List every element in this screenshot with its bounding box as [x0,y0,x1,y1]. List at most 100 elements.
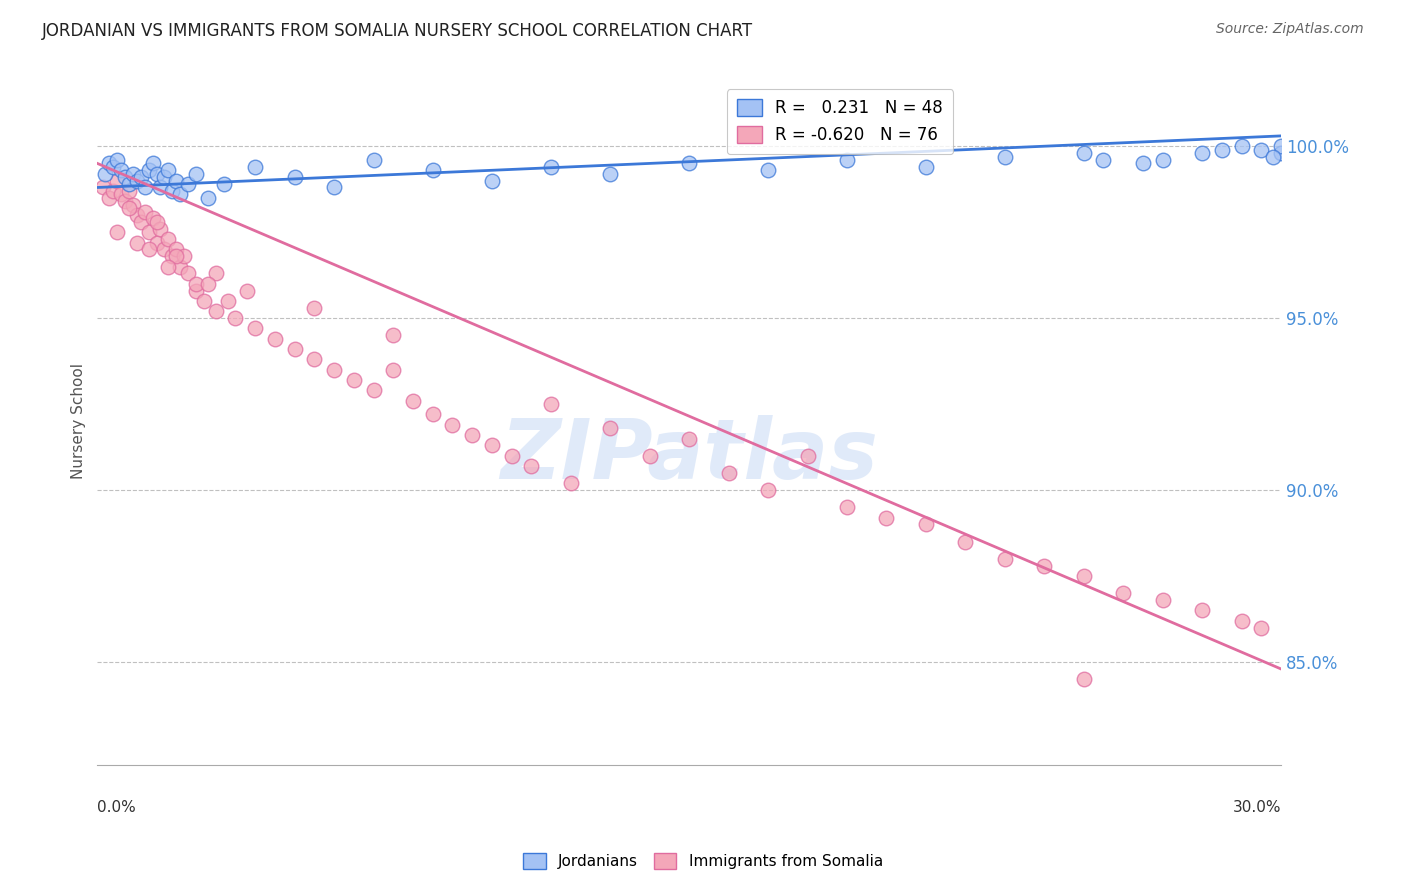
Point [121,197,143,211]
Point [835,153,858,167]
Point [134,180,156,194]
Text: Source: ZipAtlas.com: Source: ZipAtlas.com [1216,22,1364,37]
Point [157,232,180,246]
Point [204,304,226,318]
Point [540,397,562,411]
Point [98,156,121,170]
Point [1250,143,1272,157]
Point [284,170,307,185]
Point [101,160,124,174]
Point [165,249,187,263]
Point [1033,558,1056,573]
Point [284,342,307,356]
Point [1132,156,1154,170]
Point [520,458,543,473]
Point [217,293,239,308]
Point [875,510,897,524]
Point [1270,139,1292,153]
Point [304,301,326,315]
Point [756,483,779,497]
Point [114,170,136,185]
Point [1250,621,1272,635]
Point [955,534,977,549]
Point [177,177,200,191]
Point [212,177,235,191]
Point [560,476,582,491]
Point [162,184,184,198]
Point [184,284,207,298]
Point [243,160,266,174]
Point [105,225,128,239]
Point [193,293,215,308]
Point [125,208,148,222]
Point [599,167,621,181]
Point [717,466,740,480]
Text: 30.0%: 30.0% [1233,799,1281,814]
Point [1112,586,1135,600]
Text: 0.0%: 0.0% [97,799,136,814]
Point [835,500,858,515]
Point [382,328,405,343]
Point [756,163,779,178]
Point [363,384,385,398]
Point [165,173,187,187]
Point [142,211,165,226]
Point [1152,153,1174,167]
Point [323,363,346,377]
Point [105,153,128,167]
Point [1073,146,1095,161]
Point [197,277,219,291]
Point [1270,146,1292,161]
Y-axis label: Nursery School: Nursery School [72,363,86,479]
Point [184,167,207,181]
Point [501,449,523,463]
Point [461,428,484,442]
Point [118,184,141,198]
Point [110,163,132,178]
Point [323,180,346,194]
Point [540,160,562,174]
Point [94,167,117,181]
Point [197,191,219,205]
Point [145,235,167,250]
Text: ZIPatlas: ZIPatlas [501,415,879,496]
Point [243,321,266,335]
Point [422,163,444,178]
Point [162,249,184,263]
Point [264,332,287,346]
Point [994,552,1017,566]
Point [599,421,621,435]
Point [441,417,464,432]
Point [481,438,503,452]
Point [142,156,165,170]
Point [1073,672,1095,686]
Point [138,225,160,239]
Point [796,449,818,463]
Point [363,153,385,167]
Point [125,235,148,250]
Point [134,204,156,219]
Point [1211,143,1233,157]
Point [678,156,700,170]
Point [105,173,128,187]
Point [1191,603,1213,617]
Legend: Jordanians, Immigrants from Somalia: Jordanians, Immigrants from Somalia [517,847,889,875]
Point [157,163,180,178]
Point [118,201,141,215]
Point [994,149,1017,163]
Point [177,267,200,281]
Point [138,243,160,257]
Point [153,243,176,257]
Point [91,180,114,194]
Point [165,243,187,257]
Point [149,221,172,235]
Point [98,191,121,205]
Point [125,173,148,187]
Point [236,284,259,298]
Point [1230,614,1253,628]
Point [402,393,425,408]
Point [110,187,132,202]
Point [678,432,700,446]
Point [138,163,160,178]
Point [1152,593,1174,607]
